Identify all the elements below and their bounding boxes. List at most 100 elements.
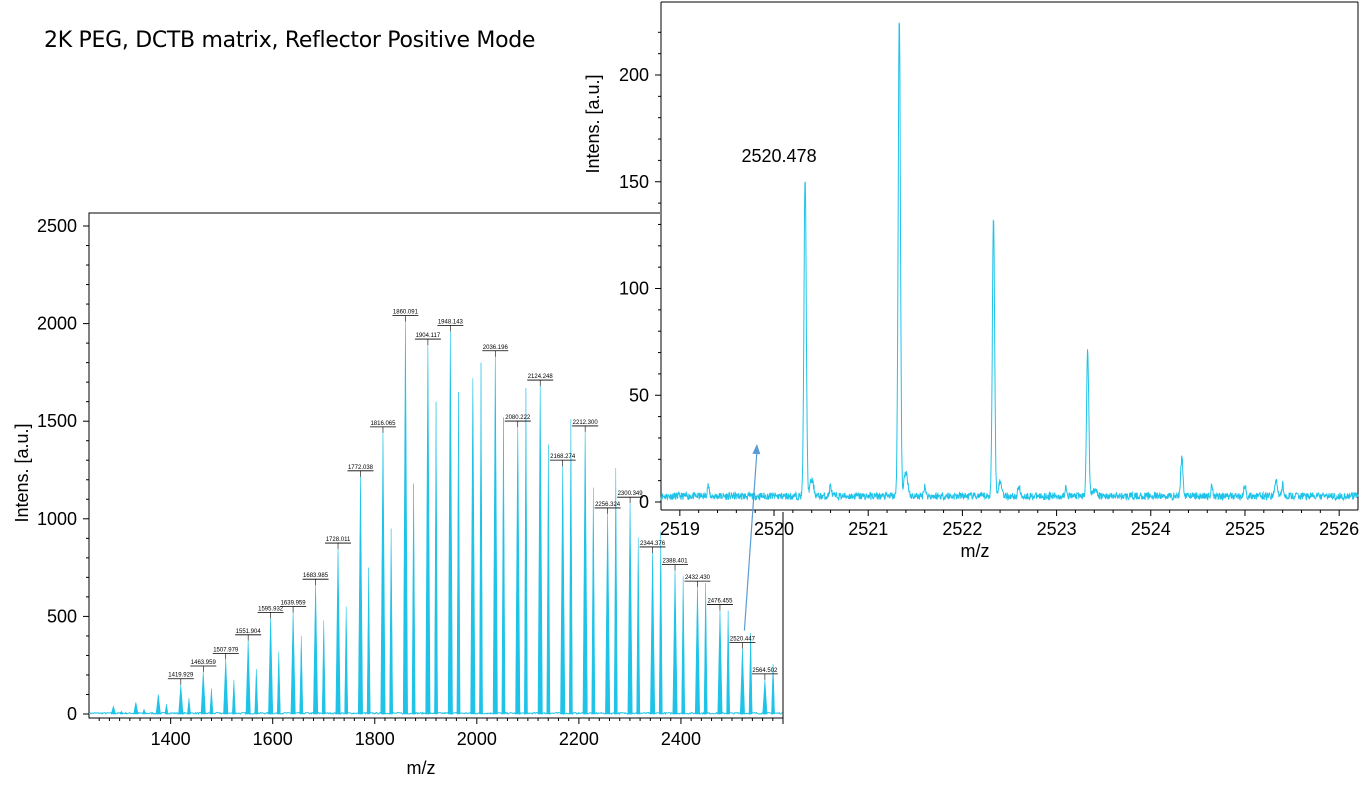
peak-1507.9 (223, 659, 229, 715)
adduct-peak-2476.5 (726, 610, 730, 715)
peak-1640 (290, 612, 296, 715)
adduct-peak-1728 (344, 606, 349, 715)
full-spectrum-y-axis: 0 500 1000 1500 2000 2500 (37, 216, 89, 724)
zoom-x-tick-label: 2523 (1037, 519, 1077, 539)
adduct-peak-2344.4 (658, 531, 663, 715)
adduct-peak-1772 (366, 567, 371, 715)
peak-label-text: 1595.932 (258, 606, 284, 612)
adduct-peak-1463.9 (209, 688, 214, 715)
peak-1816.1 (380, 432, 386, 715)
peak-1684 (313, 585, 319, 715)
peak-label-text: 1860.091 (393, 310, 419, 316)
full-spectrum-y-axis-title: Intens. [a.u.] (12, 423, 32, 522)
full-spectrum-x-axis-title: m/z (407, 758, 436, 778)
adduct-peak-1816.1 (389, 528, 393, 715)
peak-label-text: 2036.196 (483, 345, 509, 351)
adduct-peak-1551.9 (254, 669, 259, 715)
peak-label-text: 2564.502 (752, 668, 778, 674)
peak-label-text: 2388.401 (663, 559, 689, 565)
peak-label-text: 1463.959 (191, 660, 217, 666)
adduct-peak-1287.8 (119, 710, 124, 715)
zoom-y-tick-label: 100 (619, 279, 649, 299)
peak-label-text: 2520.447 (730, 637, 756, 643)
zoom-y-tick-label: 200 (619, 65, 649, 85)
zoom-x-tick-label: 2522 (942, 519, 982, 539)
zoom-x-tick-label: 2520 (754, 519, 794, 539)
adduct-peak-1507.9 (232, 679, 236, 715)
peak-label-text: 1772.038 (348, 465, 374, 471)
adduct-peak-1992.2 (479, 362, 483, 715)
peak-2300.3 (627, 503, 633, 715)
peak-1595.9 (268, 618, 274, 715)
zoom-spectrum-x-axis-title: m/z (961, 541, 990, 561)
peak-2256.3 (605, 513, 611, 715)
adduct-peak-1860.1 (411, 483, 416, 715)
peak-2124.2 (537, 386, 543, 715)
adduct-peak-2212.3 (591, 487, 596, 715)
x-tick-label: 1800 (355, 729, 395, 749)
zoom-callout-arrow (743, 444, 761, 631)
peak-1419.9 (178, 684, 184, 715)
x-tick-label: 1400 (151, 729, 191, 749)
y-tick-label: 2000 (37, 314, 77, 334)
adduct-peak-1595.9 (276, 651, 281, 715)
y-tick-label: 2500 (37, 216, 77, 236)
callout-arrow-head (752, 444, 761, 455)
zoom-spectrum-x-axis: 2519 2520 2521 2522 2523 2524 2525 2526 (660, 509, 1359, 539)
peak-1860.1 (402, 321, 408, 715)
peak-label-text: 2476.455 (707, 599, 733, 605)
peak-label-text: 2344.376 (640, 541, 666, 547)
x-tick-label: 2200 (559, 729, 599, 749)
peak-1287.8 (110, 705, 116, 715)
zoom-y-tick-label: 0 (639, 492, 649, 512)
adduct-peak-2080.2 (524, 388, 528, 715)
adduct-peak-1419.9 (187, 698, 191, 715)
peak-2168.3 (560, 466, 566, 715)
zoom-spectrum-background (660, 0, 1372, 512)
zoom-trace-line (660, 22, 1359, 502)
adduct-peak-2168.3 (569, 419, 573, 715)
zoom-spectrum-y-axis: 0 50 100 150 200 (619, 31, 661, 512)
zoom-x-tick-label: 2524 (1131, 519, 1171, 539)
peak-1772 (357, 476, 363, 715)
adduct-peak-2520.5 (748, 632, 753, 715)
y-tick-label: 0 (67, 704, 77, 724)
peak-label-text: 1728.011 (326, 537, 351, 543)
y-tick-label: 500 (47, 606, 77, 626)
adduct-peak-2300.3 (636, 537, 641, 715)
peak-label-text: 1948.143 (438, 319, 464, 325)
y-tick-label: 1500 (37, 411, 77, 431)
full-spectrum-x-axis: 1400 1600 1800 2000 2200 2400 (98, 718, 784, 749)
adduct-peak-2256.3 (613, 468, 618, 715)
zoom-x-tick-label: 2519 (660, 519, 700, 539)
peak-2476.5 (717, 610, 723, 715)
adduct-peak-2388.4 (681, 576, 686, 715)
peak-1551.9 (245, 640, 251, 715)
peak-label-text: 2300.349 (618, 491, 644, 497)
zoom-spectrum-y-axis-title: Intens. [a.u.] (583, 74, 603, 173)
peak-label-text: 1816.065 (370, 421, 396, 427)
x-tick-label: 2000 (457, 729, 497, 749)
peak-2080.2 (515, 427, 521, 715)
peak-label-text: 2124.248 (528, 374, 554, 380)
zoom-x-tick-label: 2525 (1225, 519, 1265, 539)
zoom-x-tick-label: 2526 (1319, 519, 1359, 539)
peak-label-text: 1419.929 (168, 673, 194, 679)
peak-label-text: 2256.324 (595, 502, 621, 508)
peak-label-text: 2212.300 (573, 420, 599, 426)
peak-label-text: 1507.979 (213, 647, 239, 653)
zoom-spectrum-chart: 2519 2520 2521 2522 2523 2524 2525 2526 0 50 100 1… (583, 0, 1372, 561)
peak-1375.8 (155, 694, 161, 715)
peak-1463.9 (200, 672, 206, 715)
peak-label-text: 1639.959 (281, 600, 307, 606)
adduct-peak-1375.8 (164, 704, 169, 715)
adduct-peak-1331.8 (142, 708, 146, 715)
adduct-peak-1640 (299, 635, 304, 715)
peak-label-text: 2080.222 (505, 415, 531, 421)
peak-label-text: 1683.985 (303, 573, 329, 579)
peak-2036.2 (492, 356, 498, 715)
peak-1948.1 (447, 331, 453, 715)
adduct-peak-2564.5 (771, 664, 775, 715)
peak-label-text: 1551.904 (236, 629, 262, 635)
zoom-x-tick-label: 2521 (848, 519, 888, 539)
